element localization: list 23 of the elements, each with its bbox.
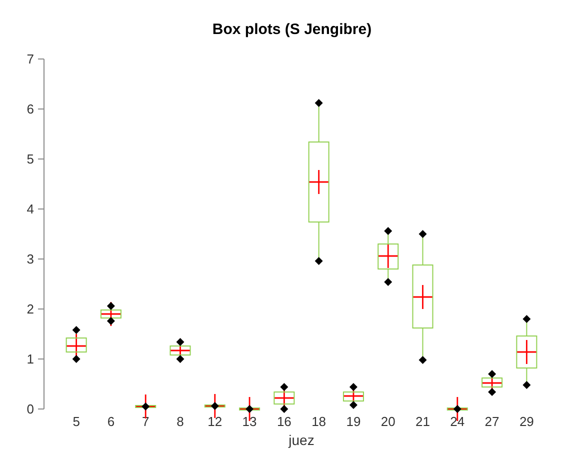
x-tick-label: 13	[242, 414, 257, 429]
x-tick-label: 16	[276, 414, 292, 429]
x-tick-label: 6	[107, 414, 115, 429]
x-tick-label: 8	[176, 414, 184, 429]
x-tick-label: 21	[416, 414, 430, 429]
y-tick-label: 1	[26, 352, 34, 367]
x-tick-label: 5	[72, 414, 80, 429]
x-tick-label: 29	[519, 414, 534, 429]
y-tick-label: 5	[26, 152, 34, 167]
x-tick-label: 24	[450, 414, 465, 429]
x-tick-label: 20	[380, 414, 396, 429]
x-tick-label: 27	[484, 414, 500, 429]
x-axis-title: juez	[288, 432, 314, 448]
y-tick-label: 2	[26, 302, 34, 317]
y-tick-label: 7	[26, 52, 34, 67]
x-tick-label: 12	[208, 414, 222, 429]
y-tick-label: 6	[26, 102, 34, 117]
chart-title: Box plots (S Jengibre)	[212, 21, 372, 38]
y-tick-label: 3	[26, 252, 34, 267]
y-tick-label: 4	[26, 202, 34, 217]
x-tick-label: 19	[346, 414, 361, 429]
x-tick-label: 18	[312, 414, 326, 429]
y-tick-label: 0	[26, 402, 34, 417]
